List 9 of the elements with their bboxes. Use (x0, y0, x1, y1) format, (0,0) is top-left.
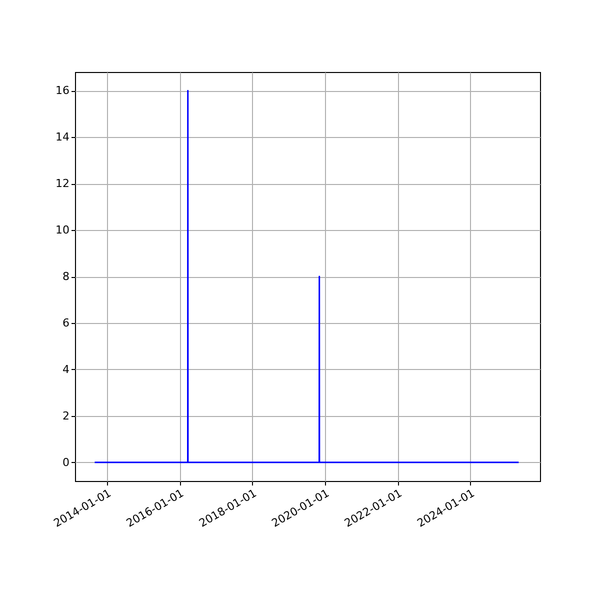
y-tick-label: 0 (62, 456, 70, 469)
y-tick-label: 2 (62, 409, 70, 422)
y-tick-label: 12 (56, 177, 70, 190)
y-tick-label: 10 (56, 224, 70, 237)
y-tick-label: 14 (56, 130, 70, 144)
y-tick-label: 8 (62, 270, 70, 283)
y-tick-label: 6 (62, 316, 70, 330)
y-tick-label: 4 (62, 362, 70, 376)
y-tick-label: 16 (56, 84, 70, 98)
